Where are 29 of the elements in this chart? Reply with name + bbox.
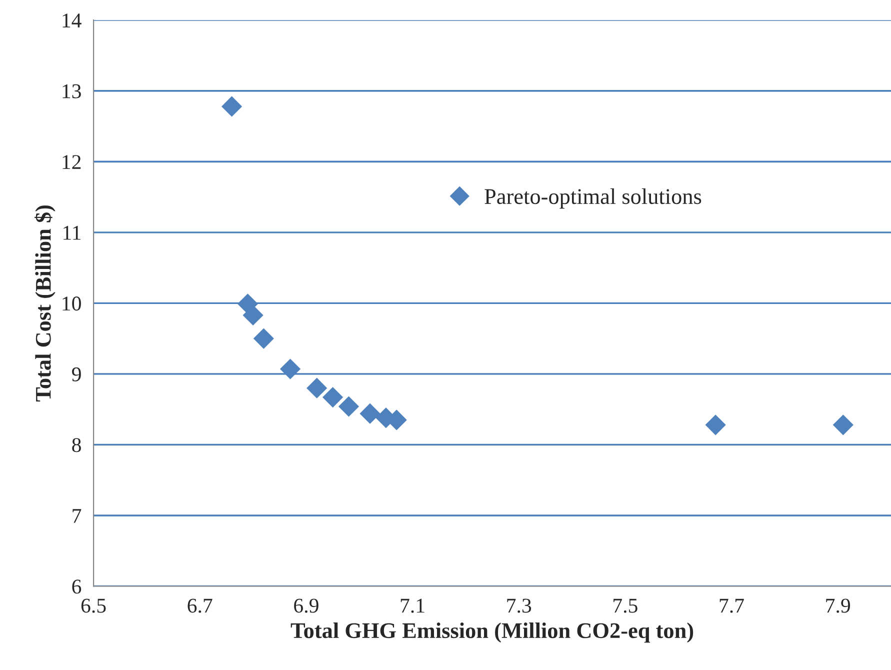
x-tick-label: 7.5 (614, 598, 638, 613)
x-tick-label: 7.1 (400, 598, 424, 613)
point (306, 378, 328, 398)
x-tick-label: 6.5 (81, 598, 106, 613)
x-tick-label: 6.9 (294, 598, 318, 613)
y-tick-label: 11 (64, 226, 80, 240)
point (253, 328, 274, 349)
point (832, 414, 854, 436)
y-axis-title: Total Cost (Billion $) (34, 205, 56, 402)
point (360, 403, 380, 424)
x-tick-label: 7.3 (507, 598, 532, 613)
point (338, 396, 360, 417)
y-tick-label: 7 (72, 509, 82, 523)
x-axis-title: Total GHG Emission (Million CO2-eq ton) (290, 622, 694, 643)
point (705, 414, 726, 436)
legend-label: Pareto-optimal solutions (484, 188, 702, 209)
x-tick-label: 6.7 (188, 598, 212, 613)
x-tick-label: 7.7 (720, 598, 744, 613)
x-tick-label: 7.9 (826, 598, 850, 613)
y-tick-label: 13 (62, 84, 81, 98)
y-tick-label: 10 (62, 296, 81, 311)
y-tick-label: 12 (62, 155, 81, 169)
y-tick-label: 14 (62, 14, 82, 28)
point (322, 386, 344, 408)
point (280, 358, 301, 380)
y-tick-label: 6 (72, 580, 82, 594)
y-tick-label: 8 (72, 438, 81, 452)
point (221, 96, 242, 117)
y-tick-label: 9 (72, 367, 81, 382)
